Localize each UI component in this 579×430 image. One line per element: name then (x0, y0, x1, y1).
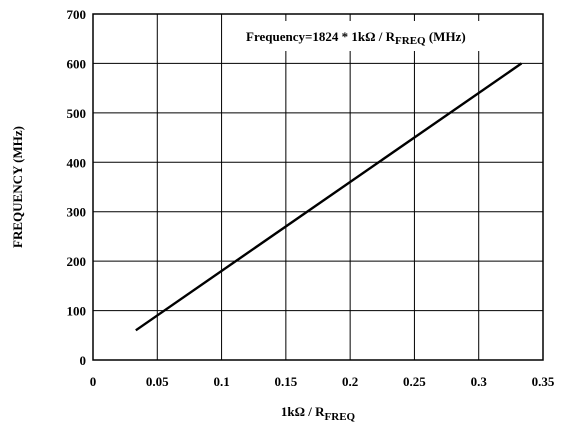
grid (92, 13, 544, 361)
x-tick-label: 0.1 (213, 374, 229, 389)
y-tick-label: 0 (80, 353, 87, 368)
y-tick-label: 400 (67, 155, 87, 170)
x-tick-label: 0.25 (403, 374, 426, 389)
formula-box (236, 21, 530, 51)
y-tick-label: 500 (67, 106, 87, 121)
y-tick-label: 100 (67, 304, 87, 319)
x-tick-label: 0 (90, 374, 97, 389)
plot-frame (92, 13, 544, 361)
series-group (135, 62, 523, 332)
frequency-line (135, 62, 523, 332)
x-axis-label: 1kΩ / RFREQ (281, 404, 356, 423)
y-tick-label: 700 (67, 7, 87, 22)
x-tick-label: 0.05 (146, 374, 169, 389)
x-axis-ticks: 0 0.05 0.1 0.15 0.2 0.25 0.3 0.35 (90, 374, 555, 389)
formula-annotation: Frequency=1824 * 1kΩ / RFREQ (MHz) (246, 29, 466, 47)
x-tick-label: 0.15 (274, 374, 297, 389)
y-tick-label: 300 (67, 205, 87, 220)
y-tick-label: 600 (67, 56, 87, 71)
x-tick-label: 0.35 (532, 374, 555, 389)
x-tick-label: 0.3 (471, 374, 488, 389)
y-axis-label: FREQUENCY (MHz) (10, 126, 25, 248)
x-tick-label: 0.2 (342, 374, 358, 389)
y-tick-label: 200 (67, 254, 87, 269)
y-axis-ticks: 0 100 200 300 400 500 600 700 (67, 7, 87, 368)
